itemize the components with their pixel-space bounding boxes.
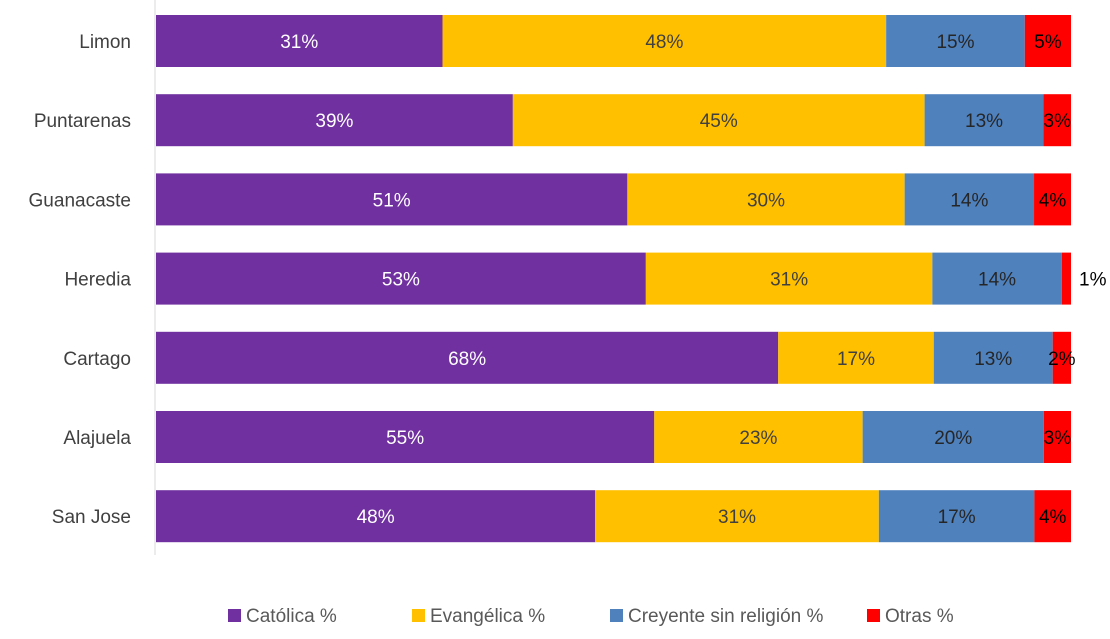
- bar-segment-limon-2: [886, 15, 1025, 67]
- data-label-cartago-0: 68%: [448, 349, 486, 370]
- data-label-heredia-1: 31%: [770, 270, 808, 291]
- legend-label-2: Creyente sin religión %: [628, 606, 823, 627]
- bar-segment-alajuela-0: [156, 411, 655, 463]
- bar-segment-limon-0: [156, 15, 443, 67]
- category-label-cartago: Cartago: [63, 349, 131, 370]
- bar-segment-alajuela-1: [654, 411, 863, 463]
- bar-segment-alajuela-3: [1043, 411, 1071, 463]
- data-label-puntarenas-2: 13%: [965, 111, 1003, 132]
- data-label-limon-3: 5%: [1034, 32, 1062, 53]
- data-label-heredia-3: 1%: [1079, 270, 1107, 291]
- legend-label-1: Evangélica %: [430, 606, 545, 627]
- data-label-alajuela-2: 20%: [934, 428, 972, 449]
- category-label-alajuela: Alajuela: [63, 428, 131, 449]
- legend-swatch-3: [867, 609, 880, 622]
- bar-segment-guanacaste-2: [904, 173, 1035, 226]
- bar-segment-cartago-1: [778, 331, 934, 384]
- data-label-san-jose-1: 31%: [718, 507, 756, 528]
- legend-swatch-1: [412, 609, 425, 622]
- category-label-limon: Limon: [79, 32, 131, 53]
- category-label-san-jose: San Jose: [52, 507, 131, 528]
- legend-label-3: Otras %: [885, 606, 954, 627]
- bar-segment-guanacaste-1: [627, 173, 905, 226]
- bar-segment-limon-1: [442, 15, 887, 67]
- data-label-limon-2: 15%: [936, 32, 974, 53]
- bar-segment-guanacaste-0: [156, 173, 628, 226]
- data-label-puntarenas-3: 3%: [1044, 111, 1072, 132]
- data-label-guanacaste-2: 14%: [950, 190, 988, 211]
- data-label-san-jose-2: 17%: [938, 507, 976, 528]
- category-label-heredia: Heredia: [64, 270, 131, 291]
- data-label-limon-0: 31%: [280, 32, 318, 53]
- data-label-guanacaste-0: 51%: [373, 190, 411, 211]
- data-label-heredia-2: 14%: [978, 270, 1016, 291]
- data-label-puntarenas-1: 45%: [700, 111, 738, 132]
- data-label-guanacaste-1: 30%: [747, 190, 785, 211]
- data-label-alajuela-0: 55%: [386, 428, 424, 449]
- legend-swatch-0: [228, 609, 241, 622]
- bar-segment-heredia-1: [645, 252, 933, 305]
- legend-swatch-2: [610, 609, 623, 622]
- bar-segment-heredia-0: [156, 252, 646, 305]
- data-label-guanacaste-3: 4%: [1039, 190, 1067, 211]
- data-label-alajuela-3: 3%: [1044, 428, 1072, 449]
- bar-segment-cartago-2: [933, 331, 1053, 384]
- bar-segment-guanacaste-3: [1034, 173, 1071, 226]
- category-label-puntarenas: Puntarenas: [34, 111, 131, 132]
- bar-segment-san-jose-0: [156, 490, 596, 543]
- bars-layer: [154, 0, 1071, 555]
- data-label-alajuela-1: 23%: [739, 428, 777, 449]
- legend: Católica % Evangélica % Creyente sin relig…: [228, 606, 954, 627]
- legend-label-0: Católica %: [246, 606, 337, 627]
- labels-layer: Limon 31% 48% 15% 5% Puntarenas 39% 45% 13% 3% Gua…: [29, 32, 1107, 528]
- data-label-heredia-0: 53%: [382, 270, 420, 291]
- bar-segment-san-jose-1: [595, 490, 879, 543]
- data-label-cartago-3: 2%: [1048, 349, 1076, 370]
- data-label-cartago-2: 13%: [974, 349, 1012, 370]
- bar-segment-puntarenas-1: [512, 94, 925, 147]
- bar-segment-cartago-0: [156, 331, 779, 384]
- data-label-puntarenas-0: 39%: [315, 111, 353, 132]
- data-label-san-jose-0: 48%: [357, 507, 395, 528]
- bar-segment-puntarenas-0: [156, 94, 513, 147]
- bar-segment-limon-3: [1024, 15, 1071, 67]
- category-label-guanacaste: Guanacaste: [29, 190, 131, 211]
- bar-segment-cartago-3: [1052, 331, 1071, 384]
- bar-segment-heredia-3: [1061, 252, 1071, 305]
- bar-segment-heredia-2: [932, 252, 1062, 305]
- bar-segment-san-jose-3: [1034, 490, 1071, 543]
- data-label-san-jose-3: 4%: [1039, 507, 1067, 528]
- data-label-limon-1: 48%: [645, 32, 683, 53]
- bar-segment-puntarenas-3: [1043, 94, 1071, 147]
- bar-segment-puntarenas-2: [924, 94, 1044, 147]
- data-label-cartago-1: 17%: [837, 349, 875, 370]
- bar-segment-alajuela-2: [862, 411, 1044, 463]
- bar-segment-san-jose-2: [878, 490, 1035, 543]
